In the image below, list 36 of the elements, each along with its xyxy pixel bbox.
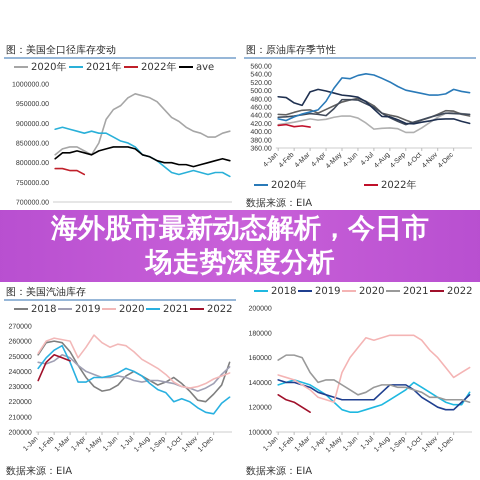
line-series: [37, 354, 71, 382]
line-series: [37, 354, 230, 392]
legend-label: 2020: [359, 286, 384, 297]
line-series: [37, 340, 230, 403]
legend-label: 2018: [271, 286, 296, 297]
line-series: [277, 394, 311, 413]
source-note: 数据来源：EIA: [246, 465, 312, 477]
legend-label: 2021年: [86, 61, 122, 73]
legend-label: 2020: [119, 304, 144, 315]
legend-label: 2022: [207, 304, 232, 315]
legend-label: 2020年: [31, 61, 66, 73]
legend-label: 2021: [163, 304, 188, 315]
line-series: [277, 354, 470, 404]
legend-label: 2022年: [381, 179, 416, 191]
legend-label: 2020年: [271, 179, 306, 191]
text: 海外股市最新动态解析，今日市场走势深度分析: [50, 212, 430, 280]
line-series: [37, 344, 230, 415]
line-series: [54, 146, 231, 168]
legend-label: 2019: [315, 286, 340, 297]
legend-label: 2022年: [141, 61, 176, 73]
chart-title: 图：美国全口径库存变动: [6, 44, 116, 56]
chart-title: 图：美国汽油库存: [6, 286, 86, 298]
legend-label: 2018: [31, 304, 56, 315]
line-series: [277, 334, 470, 404]
chart-title: 图：原油库存季节性: [246, 44, 336, 56]
legend-label: 2021: [403, 286, 428, 297]
legend-label: ave: [196, 62, 214, 73]
line-series: [54, 126, 231, 178]
line-series: [277, 72, 470, 122]
source-note: 数据来源：EIA: [6, 465, 72, 477]
source-note: 数据来源：EIA: [246, 197, 312, 209]
legend-label: 2022: [447, 286, 472, 297]
line-series: [54, 93, 231, 156]
line-series: [277, 88, 470, 125]
line-series: [37, 334, 230, 389]
legend-label: 2019: [75, 304, 100, 315]
